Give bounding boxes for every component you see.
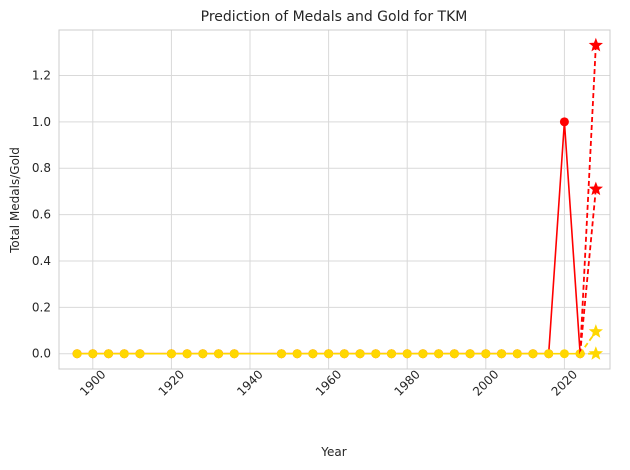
x-tick-label: 1920 bbox=[156, 367, 187, 398]
y-tick-label: 1.2 bbox=[32, 68, 51, 82]
gold-data-point bbox=[512, 349, 522, 359]
x-axis-label: Year bbox=[320, 445, 346, 459]
series-layer bbox=[72, 37, 603, 360]
y-tick-label: 0.6 bbox=[32, 208, 51, 222]
gold-data-point bbox=[324, 349, 334, 359]
gold-data-point bbox=[276, 349, 286, 359]
gold-data-point bbox=[104, 349, 114, 359]
gold-data-point bbox=[166, 349, 176, 359]
x-tick-label: 2020 bbox=[549, 367, 580, 398]
medals-prediction-line bbox=[579, 45, 597, 354]
x-tick-label: 1900 bbox=[77, 367, 108, 398]
y-tick-label: 0.0 bbox=[32, 347, 51, 361]
gold-data-point bbox=[497, 349, 507, 359]
plot-area bbox=[59, 30, 610, 369]
gold-data-point bbox=[402, 349, 412, 359]
gold-data-point bbox=[386, 349, 396, 359]
y-tick-label: 0.8 bbox=[32, 161, 51, 175]
x-tick-label: 1940 bbox=[234, 367, 265, 398]
gold-prediction-star bbox=[588, 346, 603, 360]
grid bbox=[59, 30, 610, 369]
gold-data-point bbox=[418, 349, 428, 359]
x-tick-label: 2000 bbox=[470, 367, 501, 398]
gold-data-point bbox=[339, 349, 349, 359]
chart-title: Prediction of Medals and Gold for TKM bbox=[201, 9, 468, 25]
gold-data-point bbox=[434, 349, 444, 359]
y-tick-label: 0.2 bbox=[32, 300, 51, 314]
gold-data-point bbox=[135, 349, 145, 359]
gold-data-point bbox=[308, 349, 318, 359]
x-tick-label: 1980 bbox=[391, 367, 422, 398]
gold-data-point bbox=[371, 349, 381, 359]
gold-data-point bbox=[292, 349, 302, 359]
medals-prediction-star bbox=[588, 181, 603, 196]
gold-data-point bbox=[481, 349, 491, 359]
gold-data-point bbox=[214, 349, 224, 359]
gold-data-point bbox=[544, 349, 554, 359]
gold-prediction-line bbox=[579, 331, 597, 355]
gold-data-point bbox=[88, 349, 98, 359]
gold-data-point bbox=[229, 349, 239, 359]
gold-data-point bbox=[559, 349, 569, 359]
gold-data-point bbox=[198, 349, 208, 359]
medals-prediction-line bbox=[579, 188, 597, 354]
gold-data-point bbox=[182, 349, 192, 359]
gold-data-point bbox=[465, 349, 475, 359]
y-tick-label: 1.0 bbox=[32, 115, 51, 129]
gold-data-point bbox=[119, 349, 129, 359]
medals-data-point bbox=[559, 117, 569, 127]
y-axis-label: Total Medals/Gold bbox=[8, 147, 22, 254]
gold-data-point bbox=[449, 349, 459, 359]
plot-frame bbox=[58, 29, 611, 370]
y-tick-label: 0.4 bbox=[32, 254, 51, 268]
gold-prediction-star bbox=[588, 324, 603, 338]
gold-data-point bbox=[528, 349, 538, 359]
x-tick-label: 1960 bbox=[313, 367, 344, 398]
medals-prediction-star bbox=[588, 37, 603, 52]
plot-border bbox=[58, 29, 611, 370]
gold-data-point bbox=[355, 349, 365, 359]
gold-data-point bbox=[72, 349, 82, 359]
